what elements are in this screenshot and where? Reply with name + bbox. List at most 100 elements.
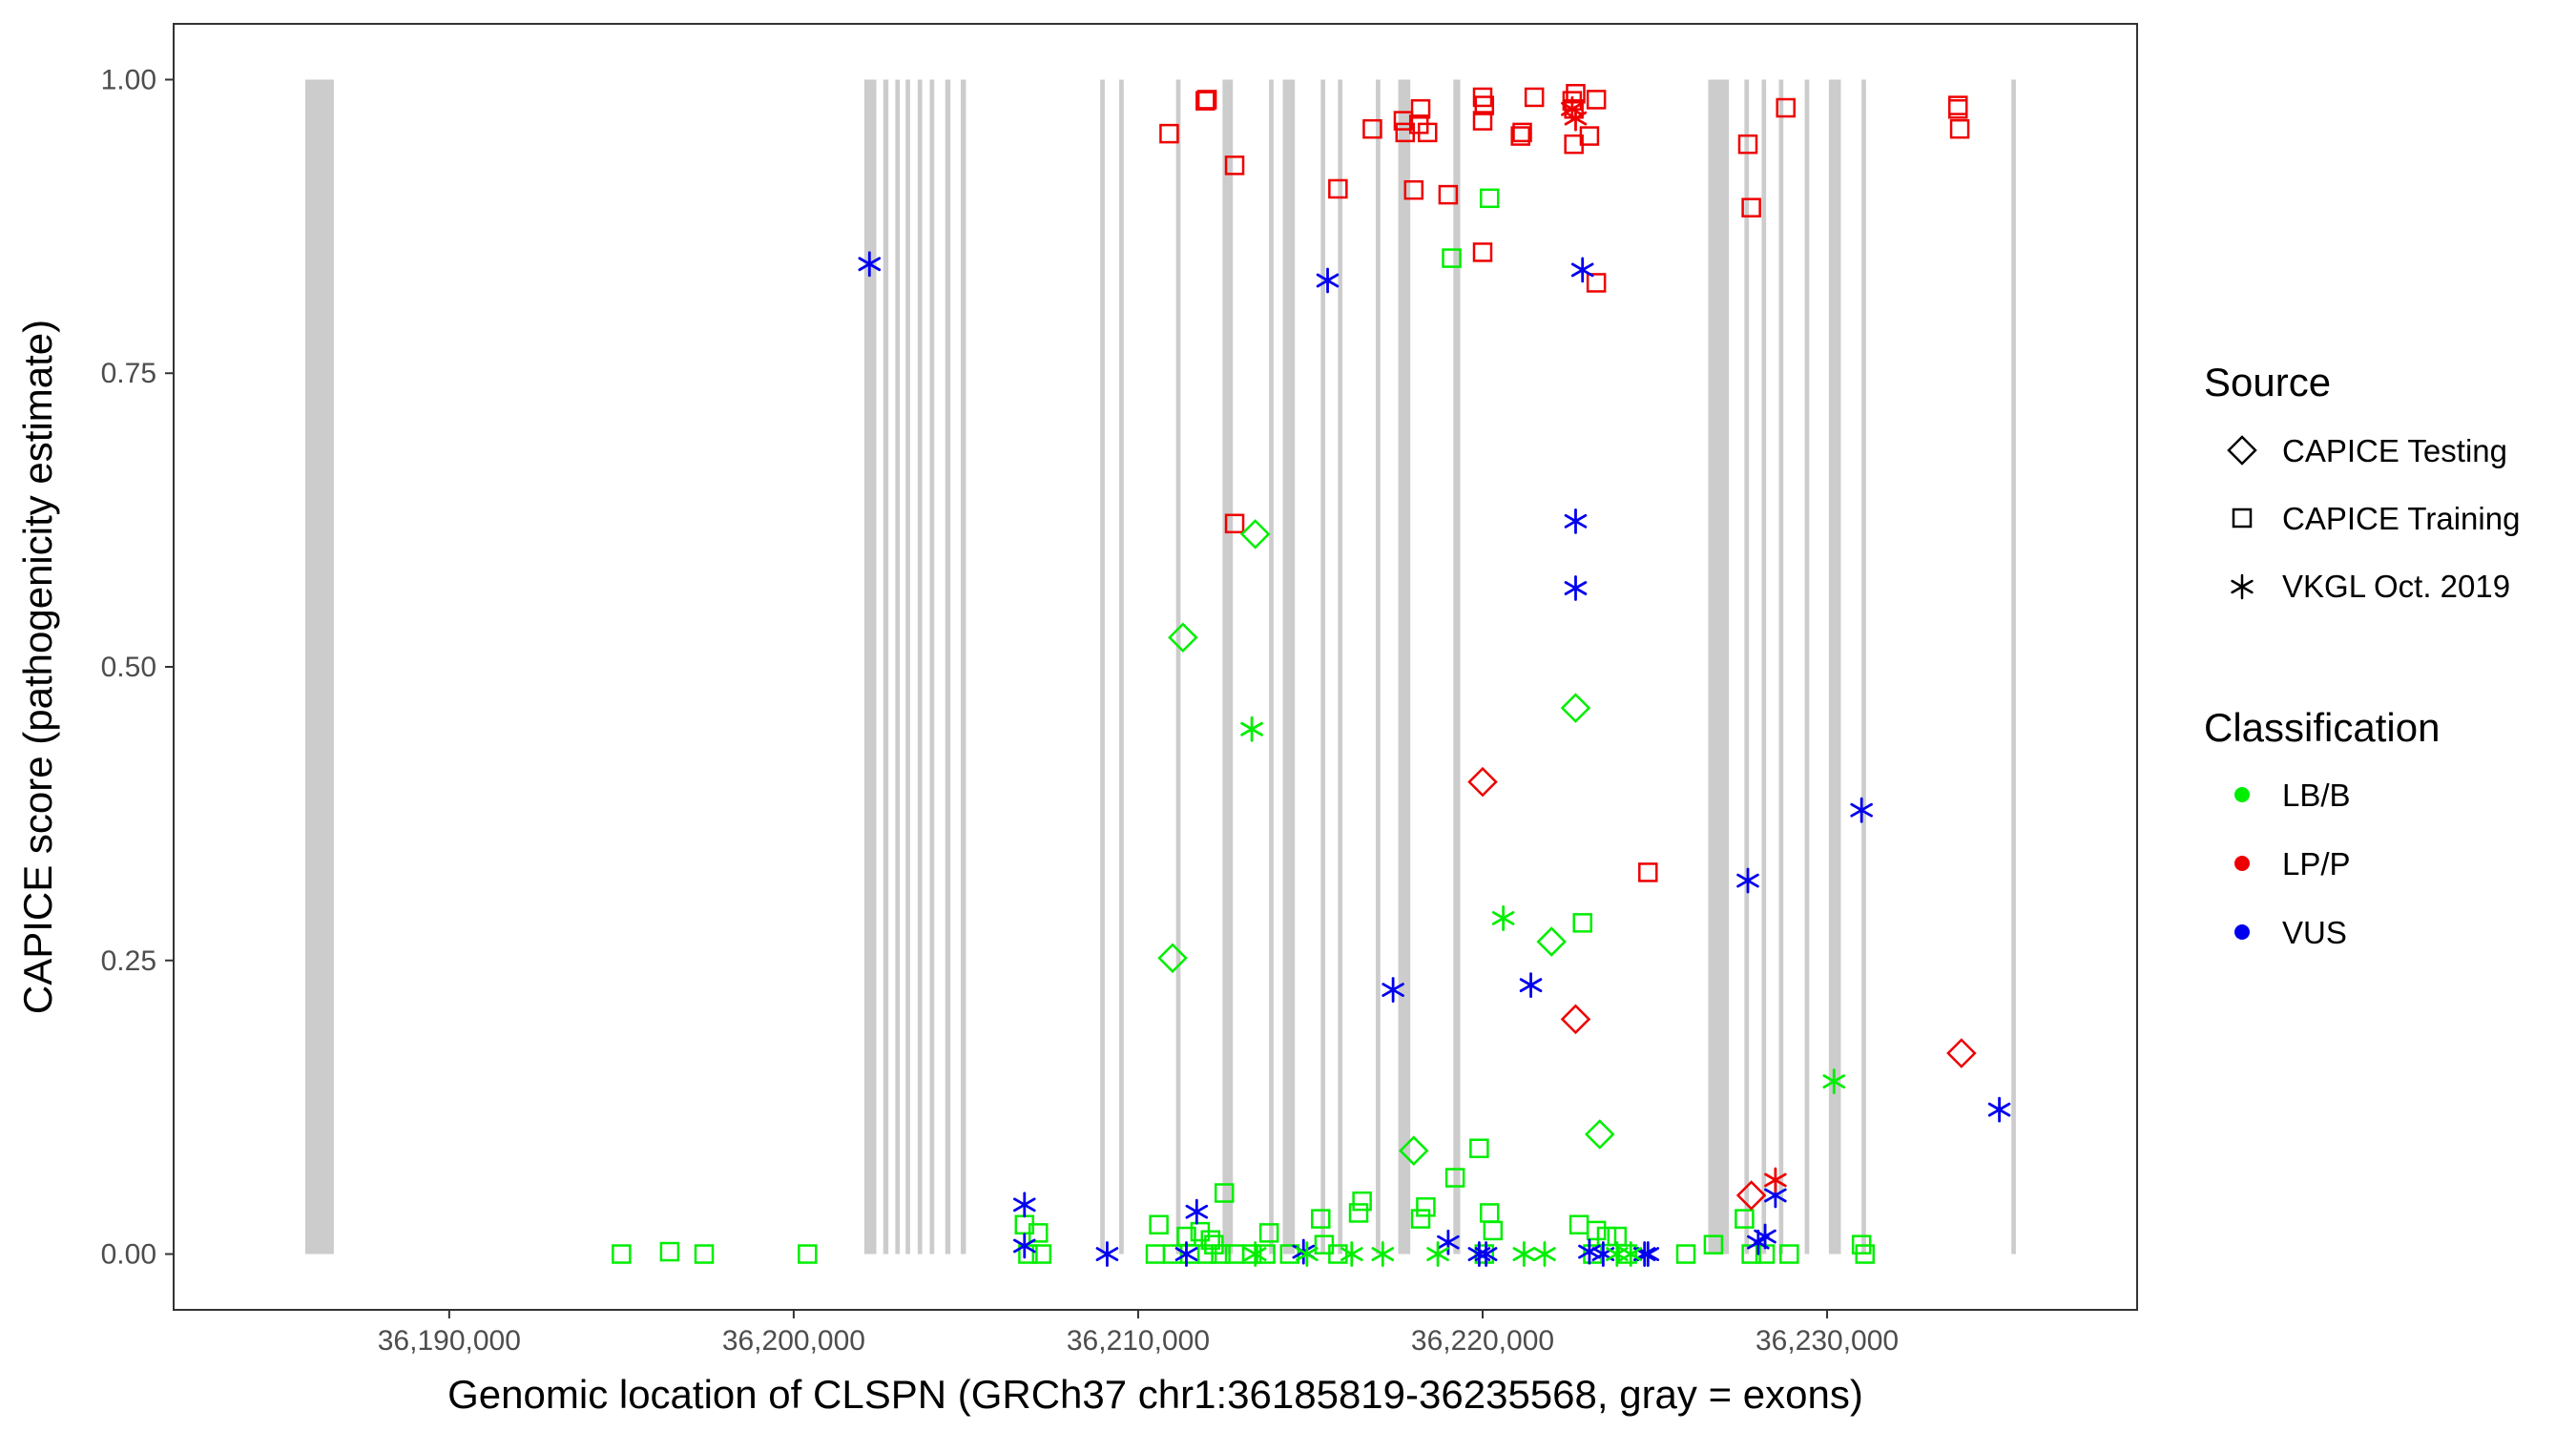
training-point-lpp	[1328, 178, 1348, 199]
exon-band	[1100, 79, 1105, 1255]
training-point-lpp	[1224, 156, 1245, 176]
training-point-lpp	[1474, 95, 1495, 115]
training-point-lbb	[1211, 1244, 1231, 1264]
training-point-lbb	[1410, 1209, 1431, 1229]
vkgl-point-lbb	[1512, 1241, 1536, 1267]
vkgl-point-lbb	[1426, 1241, 1449, 1267]
training-point-lpp	[1524, 87, 1545, 108]
training-point-lbb	[1149, 1214, 1169, 1234]
training-point-lpp	[1472, 242, 1493, 262]
vkgl-point-vus	[1174, 1241, 1198, 1267]
testing-point-lpp	[1946, 1038, 1977, 1068]
legend-square-icon	[2232, 508, 2253, 529]
exon-band	[1708, 79, 1730, 1255]
training-point-lpp	[1638, 862, 1658, 882]
training-point-lpp	[1438, 184, 1459, 205]
vkgl-point-vus	[1564, 508, 1588, 534]
x-axis-title: Genomic location of CLSPN (GRCh37 chr1:3…	[447, 1372, 1863, 1417]
legend-class-lbb: LB/B	[2282, 778, 2351, 813]
vkgl-point-vus	[1736, 867, 1759, 894]
exon-bands	[304, 79, 2016, 1255]
exon-band	[304, 79, 334, 1255]
training-point-lpp	[1472, 111, 1493, 131]
legend-diamond-icon	[2227, 435, 2257, 466]
exon-band	[883, 79, 889, 1255]
training-point-lbb	[1855, 1244, 1876, 1264]
y-tick-label: 0.50	[101, 652, 156, 683]
x-tick-label: 36,190,000	[378, 1325, 521, 1357]
training-point-lpp	[1741, 197, 1761, 218]
training-point-lpp	[1224, 513, 1245, 534]
exon-band	[929, 79, 935, 1255]
legend-asterisk-icon	[2231, 573, 2254, 600]
training-point-lpp	[1948, 99, 1968, 119]
training-point-lpp	[1586, 273, 1607, 293]
training-point-lbb	[1474, 1244, 1495, 1264]
training-point-lpp	[1586, 90, 1607, 110]
vkgl-point-vus	[1987, 1096, 2011, 1123]
exon-band	[1320, 79, 1325, 1255]
training-point-lbb	[1311, 1209, 1331, 1229]
exon-band	[1453, 79, 1461, 1255]
training-point-lpp	[1949, 118, 1970, 139]
legend-lpp-dot	[2234, 856, 2250, 871]
training-point-lbb	[1779, 1244, 1799, 1264]
training-point-lpp	[1410, 99, 1431, 119]
training-point-lpp	[1737, 134, 1758, 155]
training-point-lbb	[1444, 1168, 1465, 1188]
y-tick-label: 0.25	[101, 945, 156, 977]
exon-band	[1398, 79, 1411, 1255]
vkgl-point-lbb	[1491, 905, 1515, 931]
legend-source-testing: CAPICE Testing	[2282, 433, 2507, 468]
training-point-lbb	[1675, 1244, 1696, 1264]
training-point-lbb	[1416, 1197, 1436, 1217]
exon-band	[1338, 79, 1343, 1255]
training-point-lpp	[1196, 90, 1217, 110]
testing-point-lbb	[1399, 1135, 1429, 1166]
legend-class-vus: VUS	[2282, 915, 2347, 950]
legend-classification-title: Classification	[2204, 705, 2440, 750]
training-point-lpp	[1159, 123, 1179, 144]
vkgl-point-lpp	[1561, 95, 1584, 122]
training-point-lbb	[1328, 1244, 1348, 1264]
axis-ticks: 36,190,000 36,200,000 36,210,000 36,220,000…	[101, 64, 1900, 1357]
vkgl-point-vus	[1570, 257, 1594, 283]
exon-band	[1175, 79, 1181, 1255]
y-tick-label: 0.00	[101, 1239, 156, 1271]
data-points	[612, 83, 2011, 1267]
vkgl-point-vus	[1095, 1241, 1119, 1267]
training-point-lbb	[1200, 1230, 1221, 1251]
exon-band	[1376, 79, 1381, 1255]
training-point-lbb	[1214, 1183, 1235, 1203]
x-tick-label: 36,230,000	[1755, 1325, 1899, 1357]
training-point-lbb	[1703, 1234, 1724, 1255]
training-point-lbb	[612, 1244, 632, 1264]
training-point-lbb	[1735, 1209, 1755, 1229]
vkgl-point-lbb	[1243, 1241, 1267, 1267]
vkgl-point-vus	[858, 251, 882, 278]
vkgl-point-vus	[1437, 1229, 1460, 1255]
training-point-lpp	[1579, 126, 1600, 146]
vkgl-point-vus	[1564, 575, 1588, 601]
exon-band	[1282, 79, 1296, 1255]
training-point-lbb	[1442, 248, 1462, 268]
exon-band	[1861, 79, 1866, 1255]
vkgl-point-vus	[1185, 1198, 1209, 1225]
legend-source-vkgl: VKGL Oct. 2019	[2282, 569, 2510, 604]
training-point-lbb	[1479, 188, 1500, 209]
vkgl-point-vus	[1316, 267, 1340, 294]
exon-band	[1744, 79, 1750, 1255]
vkgl-point-lbb	[1296, 1241, 1319, 1267]
legend-source-title: Source	[2204, 360, 2331, 404]
vkgl-point-vus	[1578, 1238, 1601, 1265]
training-point-lbb	[1596, 1226, 1617, 1247]
vkgl-point-vus	[1013, 1233, 1036, 1259]
training-point-lbb	[659, 1241, 680, 1262]
training-point-lbb	[1241, 1244, 1262, 1264]
training-point-lbb	[1258, 1223, 1279, 1243]
training-point-lpp	[1776, 97, 1796, 118]
legend-source-training: CAPICE Training	[2282, 501, 2520, 536]
exon-band	[895, 79, 901, 1255]
y-axis-title: CAPICE score (pathogenicity estimate)	[15, 320, 60, 1014]
